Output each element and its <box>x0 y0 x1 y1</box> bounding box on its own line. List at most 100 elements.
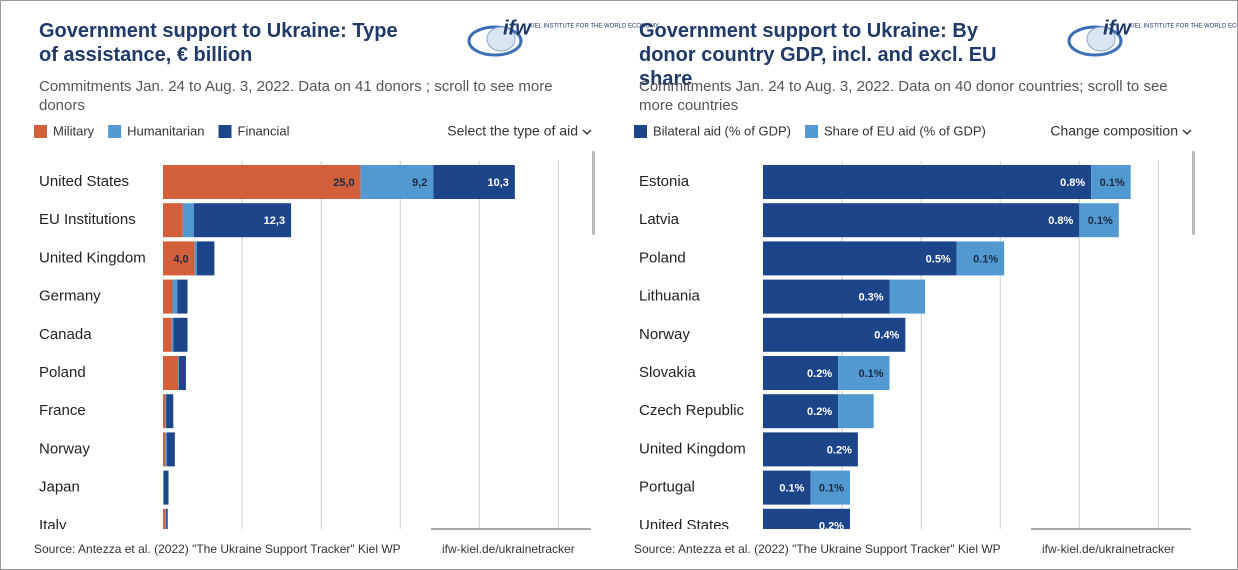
chart-title: Government support to Ukraine: Type of a… <box>39 20 398 66</box>
bar-segment <box>163 470 169 505</box>
category-label: Lithuania <box>639 288 701 305</box>
category-label: Canada <box>39 326 92 343</box>
bar-segment <box>763 508 850 529</box>
value-label: 0.3% <box>858 292 883 304</box>
value-label: 12,3 <box>264 215 285 227</box>
bar-segment <box>360 165 434 199</box>
bar-segment <box>163 394 166 429</box>
logo-text: KIEL INSTITUTE FOR THE WORLD ECONOMY <box>529 24 659 30</box>
legend-swatch <box>34 125 47 138</box>
category-label: Poland <box>639 249 686 266</box>
bar-segment <box>165 508 167 529</box>
value-label: 0.1% <box>1088 215 1113 227</box>
legend-swatch <box>634 125 647 138</box>
chart-subtitle: Commitments Jan. 24 to Aug. 3, 2022. Dat… <box>39 78 553 114</box>
logo-name: ifw <box>503 17 532 39</box>
source: Source: Antezza et al. (2022) "The Ukrai… <box>34 542 401 556</box>
scrollbar <box>1192 151 1195 235</box>
bar-segment <box>177 279 188 314</box>
bar-segment <box>763 241 957 276</box>
bar-segment <box>163 470 164 505</box>
category-label: United States <box>39 173 129 190</box>
bar-segment <box>763 317 906 352</box>
value-label: 0.4% <box>874 330 899 342</box>
legend-label: Share of EU aid (% of GDP) <box>824 123 986 138</box>
bar-segment <box>194 241 198 276</box>
bar-segment <box>163 432 166 467</box>
category-label: United Kingdom <box>639 440 746 457</box>
value-label: 0.2% <box>819 521 844 533</box>
bar-segment <box>838 394 874 429</box>
category-label: Norway <box>39 440 90 457</box>
legend-swatch <box>218 125 232 138</box>
bar-segment <box>1091 165 1131 199</box>
source: Source: Antezza et al. (2022) "The Ukrai… <box>634 542 1001 556</box>
logo-globe <box>1067 25 1123 57</box>
bar-segment <box>166 394 174 429</box>
dropdown-chevron <box>1182 129 1192 136</box>
bar-segment <box>889 279 926 314</box>
logo-name: ifw <box>1103 17 1132 39</box>
value-label: 9,2 <box>412 177 427 189</box>
bar-segment <box>166 432 175 467</box>
value-label: 0.2% <box>827 444 852 456</box>
bar-segment <box>182 203 194 238</box>
logo-text: KIEL INSTITUTE FOR THE WORLD ECONOMY <box>1129 24 1237 30</box>
legend-label: Financial <box>238 123 290 138</box>
bar-segment <box>956 241 1005 276</box>
category-label: Germany <box>39 288 101 305</box>
category-label: Estonia <box>639 173 690 190</box>
category-label: EU Institutions <box>39 211 136 228</box>
category-label: United Kingdom <box>39 249 146 266</box>
bar-segment <box>171 317 174 352</box>
value-label: 0.2% <box>807 406 832 418</box>
bar-segment <box>173 317 188 352</box>
bar-segment <box>163 203 183 238</box>
scrollbar <box>592 151 595 235</box>
value-label: 25,0 <box>333 177 354 189</box>
legend-swatch <box>108 125 122 138</box>
dropdown-chevron <box>582 129 592 136</box>
legend-label: Military <box>53 123 95 138</box>
value-label: 4,0 <box>173 253 188 265</box>
logo-globe <box>467 25 523 57</box>
value-label: 10,3 <box>487 177 508 189</box>
dropdown[interactable]: Change composition <box>1050 123 1178 139</box>
category-label: Slovakia <box>639 364 696 381</box>
value-label: 0.1% <box>1100 177 1125 189</box>
legend-label: Humanitarian <box>127 123 204 138</box>
bar-segment <box>763 394 839 429</box>
dropdown[interactable]: Select the type of aid <box>447 123 578 139</box>
bar-segment <box>763 470 811 505</box>
value-label: 0.5% <box>926 253 951 265</box>
category-label: Japan <box>39 479 80 496</box>
bar-segment <box>763 203 1080 238</box>
bar-segment <box>763 356 839 390</box>
bar-segment <box>165 432 167 467</box>
category-label: Latvia <box>639 211 680 228</box>
bar-segment <box>1079 203 1119 238</box>
logo-globe <box>486 26 516 52</box>
category-label: United States <box>639 517 729 534</box>
source-url: ifw-kiel.de/ukrainetracker <box>442 542 575 556</box>
category-label: Italy <box>39 517 67 534</box>
bar-segment <box>163 241 195 276</box>
bar-segment <box>163 165 361 199</box>
value-label: 0.2% <box>807 368 832 380</box>
legend-label: Bilateral aid (% of GDP) <box>653 123 791 138</box>
bar-segment <box>172 279 178 314</box>
bar-segment <box>810 470 850 505</box>
value-label: 0.1% <box>973 253 998 265</box>
bar-segment <box>763 279 890 314</box>
value-label: 0.8% <box>1048 215 1073 227</box>
source-url: ifw-kiel.de/ukrainetracker <box>1042 542 1175 556</box>
value-label: 0.8% <box>1060 177 1085 189</box>
category-label: France <box>39 402 86 419</box>
bar-segment <box>763 165 1092 199</box>
bar-segment <box>163 317 172 352</box>
bar-segment <box>163 508 166 529</box>
bar-segment <box>197 241 215 276</box>
